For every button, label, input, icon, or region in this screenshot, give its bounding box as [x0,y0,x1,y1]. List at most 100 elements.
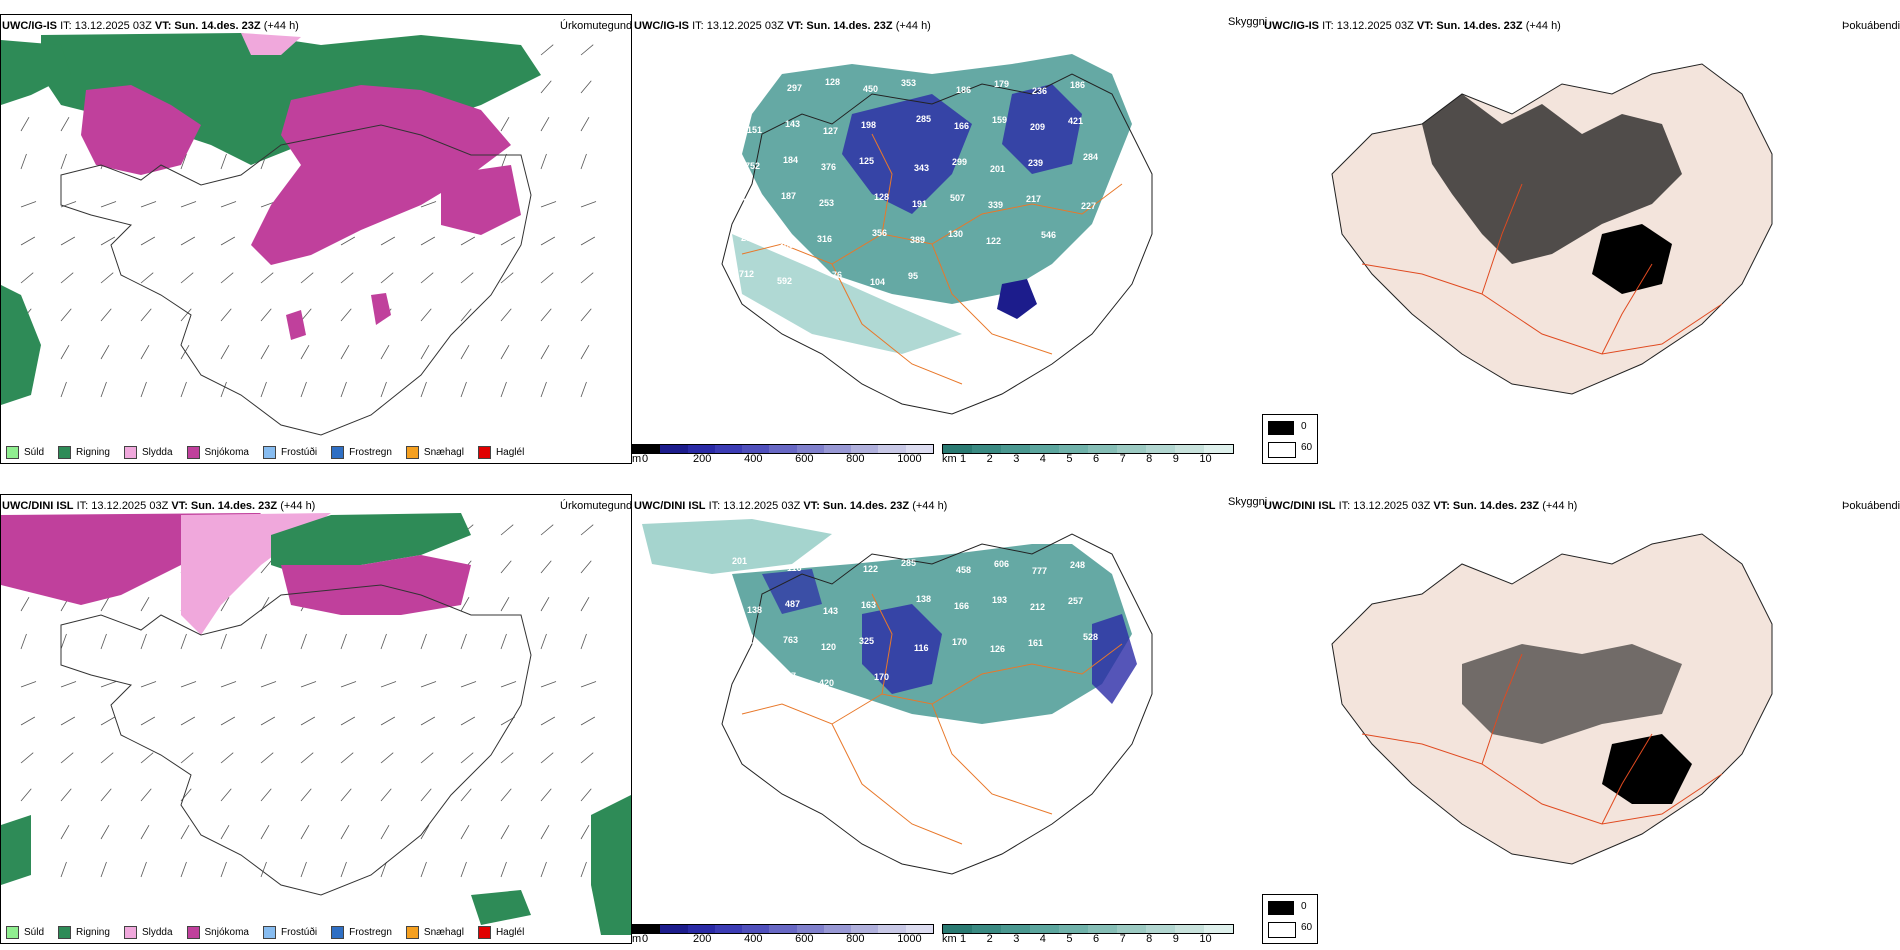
wind-barb [60,381,67,398]
legend-item: Slydda [123,926,173,939]
wind-barb [20,596,30,612]
colorbar-unit: m [632,933,642,945]
colorbar-tick: 600 [795,453,814,465]
fog-map [1302,514,1862,914]
wind-barb [140,716,156,726]
wind-barb [580,633,587,650]
colorbar-tick: 400 [744,453,763,465]
wind-barb [580,560,592,574]
panel-type-label: Úrkomutegund [560,20,633,32]
cloudbase-value-label: 239 [1028,158,1043,168]
low-cloud-blue-3 [762,569,822,614]
panel-type-label: Skyggni [1228,496,1268,508]
wind-barb [380,752,394,764]
cloudbase-value-label: 458 [956,565,971,575]
wind-barb [220,201,237,208]
precip-panel-bottom: UWC/DINI ISL IT: 13.12.2025 03Z VT: Sun.… [0,494,632,944]
panel-title: UWC/IG-IS IT: 13.12.2025 03Z VT: Sun. 14… [2,20,299,32]
cloudbase-value-label: 170 [874,672,889,682]
wind-barb [260,381,267,398]
cloudbase-value-label: 421 [1068,116,1083,126]
colorbar-tick: 1000 [897,933,922,945]
legend-label: Frostúði [280,927,318,938]
colorbar-segment [714,925,743,933]
wind-barb [180,272,194,284]
colorbar-segment [823,445,852,453]
sleet-area [181,513,331,635]
colorbar-tick: 1 [960,933,967,945]
colorbar-segment [851,445,879,453]
wind-barb [300,681,317,688]
cloudbase-value-label: 120 [821,642,836,652]
colorbar-segment [796,925,824,933]
iceland-outline [60,584,532,896]
wind-barb [420,344,430,360]
legend-swatch [186,446,200,459]
wind-barb [380,381,387,398]
wind-barb [460,752,474,764]
colorbar-tick: 4 [1039,453,1046,465]
wind-barb [500,752,514,764]
cloudbase-value-label: 572 [745,641,760,651]
wind-barb [500,524,514,536]
legend-label: Rigning [76,447,110,458]
cloudbase-value-label: 155 [825,557,840,567]
colorbar-segment [851,925,879,933]
panel-title: UWC/DINI ISL IT: 13.12.2025 03Z VT: Sun.… [2,500,316,512]
wind-barb [220,681,237,688]
cloudbase-map: 201 116 155 122 285 458 606 777 248 138 487 143 163 1… [632,514,1262,914]
legend-item: Snæhagl [405,926,464,939]
wind-barb [460,381,467,398]
cloudbase-value-label: 606 [994,559,1009,569]
legend-item: Haglél [477,926,524,939]
wind-barb [260,716,276,726]
cloudbase-value-label: 182 [732,76,747,86]
wind-barb [180,824,190,840]
wind-barb [460,308,472,322]
cloudbase-value-label: 209 [1030,122,1045,132]
wind-barb [500,681,517,688]
cloudbase-labels: 182 297 128 450 353 186 179 236 186 151 143 127 198 2… [732,76,1098,287]
cloudbase-value-label: 179 [994,79,1009,89]
cloudbase-value-label: 76 [832,270,842,280]
wind-barb [20,236,36,246]
cloudbase-value-label: 193 [992,595,1007,605]
wind-barb [580,80,592,94]
snow-area-e [441,165,521,235]
wind-barb [500,344,510,360]
colorbar-segment [633,925,661,933]
cloudbase-value-label: 592 [777,276,792,286]
legend-swatch [405,446,419,459]
legend-item: Snjókoma [186,926,249,939]
wind-barb [60,633,67,650]
wind-barb [140,752,154,764]
cloudbase-value-label: 126 [990,644,1005,654]
wind-barb [180,381,187,398]
wind-barb [540,344,550,360]
cloudbase-value-label: 127 [823,126,838,136]
cloudbase-value-label: 212 [1030,602,1045,612]
wind-barb [20,716,36,726]
wind-barb [540,272,554,284]
rain-area-nw [1,40,71,105]
legend-swatch [405,926,419,939]
wind-barb [540,560,552,574]
colorbar-segment [905,445,933,453]
cloudbase-value-label: 325 [859,636,874,646]
cloudbase-value-label: 159 [992,115,1007,125]
roads [1361,653,1723,825]
wind-barb [540,752,554,764]
legend-swatch [123,446,137,459]
legend-label: Frostregn [349,447,392,458]
wind-barb [420,381,427,398]
wind-barb [340,824,350,840]
wind-barb [580,44,594,56]
colorbar-tick: 0 [642,453,649,465]
wind-barb [180,716,196,726]
wind-barb [60,153,67,170]
iceland-outline [60,124,532,436]
cloudbase-value-label: 528 [1083,632,1098,642]
colorbar-segment [1088,925,1117,933]
wind-barb [100,716,116,726]
cloudbase-value-label: 339 [988,200,1003,210]
